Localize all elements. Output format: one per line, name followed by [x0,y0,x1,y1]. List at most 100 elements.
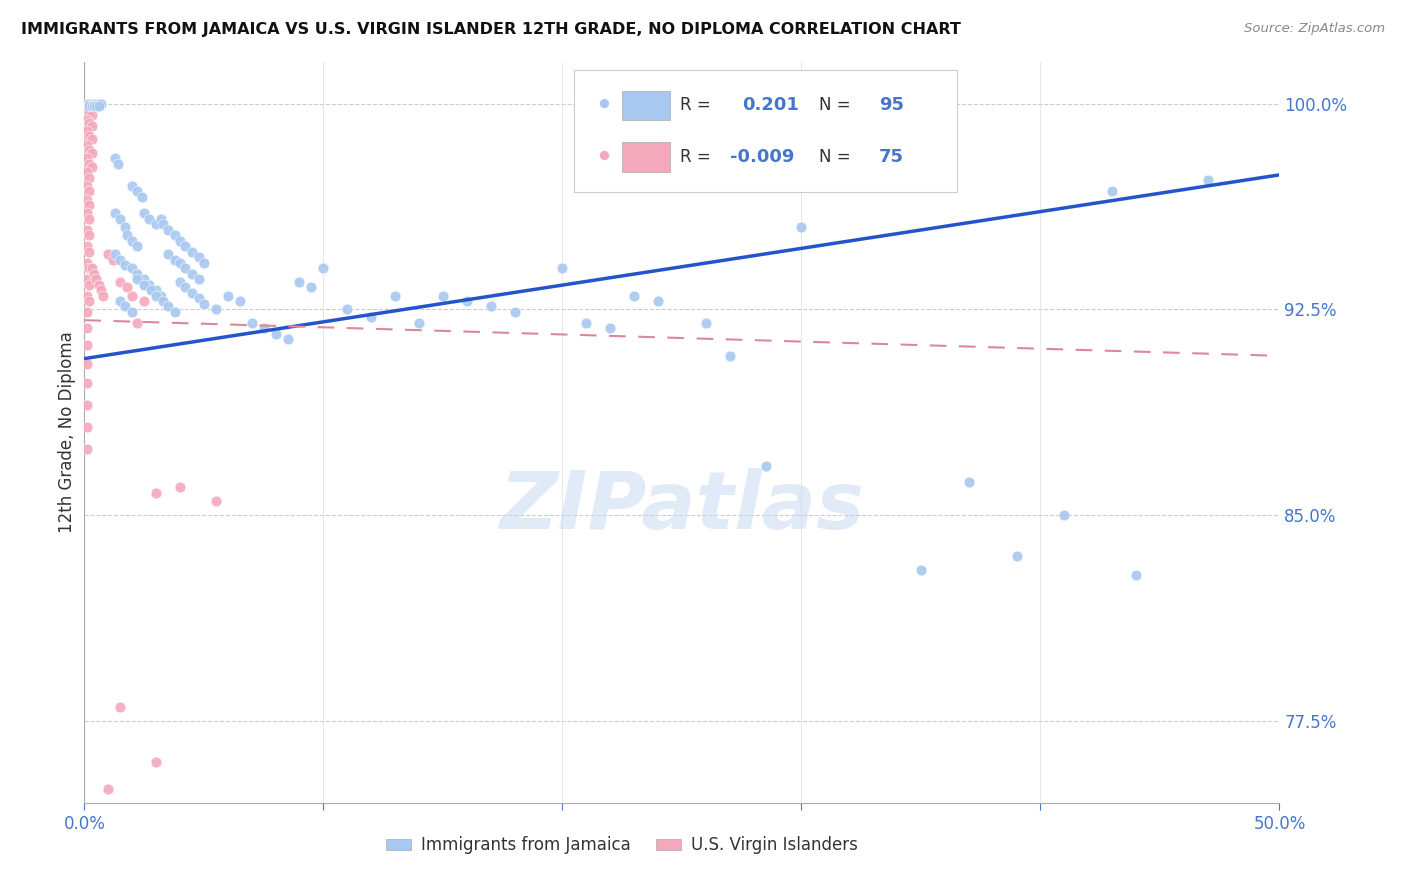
Point [718,349,741,363]
Point [83,267,105,281]
Point [503,305,526,319]
Point [173,239,195,253]
Point [83,96,105,111]
Point [157,247,180,261]
Point [125,184,148,198]
Point [80,96,103,111]
Point [173,261,195,276]
Text: R =: R = [679,96,710,114]
Point [790,219,813,234]
Text: 95: 95 [879,96,904,114]
Point [80,261,103,276]
Point [114,300,136,314]
Point [76,357,98,371]
Point [456,293,478,308]
Point [76,223,98,237]
Point [76,398,98,412]
Text: 0.201: 0.201 [742,96,799,114]
Point [104,247,127,261]
Point [1053,508,1076,522]
Point [77,184,100,198]
Point [240,316,263,330]
Point [76,288,98,302]
Point [1101,184,1123,198]
Point [125,316,148,330]
Point [76,206,98,220]
Point [80,132,103,146]
Point [384,288,406,302]
Point [114,219,136,234]
Point [165,252,187,267]
Point [1005,549,1028,563]
Point [695,316,717,330]
Point [76,96,98,111]
Point [101,252,124,267]
Point [957,475,980,489]
Point [114,258,136,272]
Point [910,563,932,577]
Point [80,96,103,111]
Point [145,755,167,769]
Point [152,293,174,308]
Point [76,255,98,269]
Point [145,288,167,302]
Point [117,228,139,243]
Point [121,305,143,319]
Point [80,145,103,160]
Point [264,326,287,341]
Point [77,99,100,113]
Point [145,283,167,297]
Point [77,129,100,144]
Point [76,96,98,111]
Point [107,157,129,171]
Point [80,99,103,113]
Point [77,104,100,119]
Legend: Immigrants from Jamaica, U.S. Virgin Islanders: Immigrants from Jamaica, U.S. Virgin Isl… [380,830,865,861]
Point [132,272,156,286]
Point [90,283,112,297]
Text: N =: N = [820,148,851,166]
Point [121,178,143,193]
FancyBboxPatch shape [623,143,671,172]
Point [188,272,211,286]
Point [80,107,103,121]
Point [83,99,105,113]
Point [110,293,132,308]
Point [77,116,100,130]
Point [77,143,100,157]
Point [125,239,148,253]
Point [110,275,132,289]
Point [110,211,132,226]
Point [86,96,108,111]
Point [551,261,574,276]
Point [76,193,98,207]
Point [93,288,115,302]
Point [138,211,160,226]
Point [157,223,180,237]
Point [193,255,215,269]
Point [138,277,160,292]
Point [575,316,598,330]
Point [205,302,228,317]
Point [77,293,100,308]
Point [755,458,778,473]
Point [121,288,143,302]
Point [169,255,191,269]
Point [77,211,100,226]
Point [312,261,335,276]
Text: ZIPatlas: ZIPatlas [499,467,865,546]
Point [1125,568,1147,582]
Point [104,152,127,166]
Point [432,288,454,302]
Point [76,376,98,391]
Point [149,288,172,302]
Point [217,288,239,302]
Point [77,170,100,185]
Point [125,267,148,281]
Point [149,211,172,226]
Point [173,280,195,294]
Text: N =: N = [820,96,851,114]
Point [76,305,98,319]
Point [77,277,100,292]
Point [76,420,98,434]
